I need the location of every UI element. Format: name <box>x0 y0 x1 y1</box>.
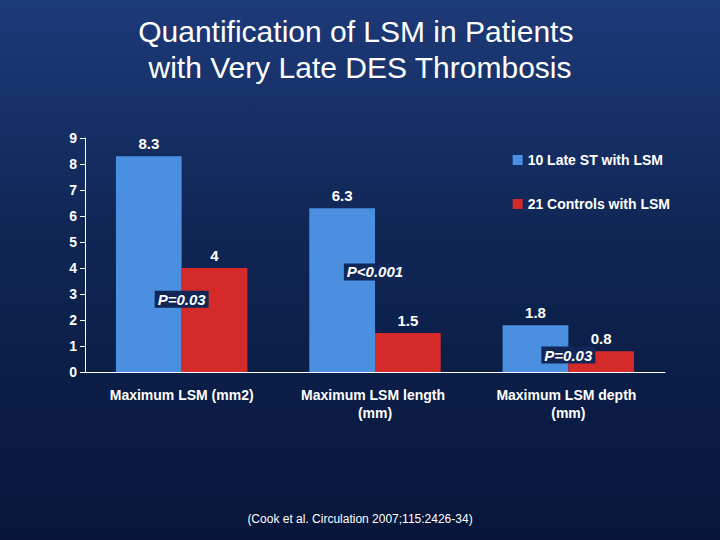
svg-text:(mm): (mm) <box>358 405 392 421</box>
svg-text:1.5: 1.5 <box>397 312 418 329</box>
svg-text:0.8: 0.8 <box>591 330 612 347</box>
svg-text:1.8: 1.8 <box>525 304 546 321</box>
svg-text:8.3: 8.3 <box>138 135 159 152</box>
svg-text:6.3: 6.3 <box>332 187 353 204</box>
svg-text:1: 1 <box>69 338 77 354</box>
svg-text:P=0.03: P=0.03 <box>158 291 207 308</box>
svg-text:(mm): (mm) <box>551 405 585 421</box>
svg-text:21 Controls with LSM: 21 Controls with LSM <box>528 196 670 212</box>
svg-text:P<0.001: P<0.001 <box>347 263 403 280</box>
svg-text:with Very Late DES Thrombosis: with Very Late DES Thrombosis <box>148 51 572 84</box>
svg-text:P=0.03: P=0.03 <box>544 347 593 364</box>
svg-text:Maximum LSM (mm2): Maximum LSM (mm2) <box>110 387 254 403</box>
svg-text:9: 9 <box>69 130 77 146</box>
svg-text:2: 2 <box>69 312 77 328</box>
svg-text:4: 4 <box>210 247 219 264</box>
svg-text:7: 7 <box>69 182 77 198</box>
svg-text:10 Late ST with LSM: 10 Late ST with LSM <box>528 152 663 168</box>
svg-text:Maximum LSM length: Maximum LSM length <box>301 387 449 403</box>
svg-text:6: 6 <box>69 208 77 224</box>
svg-text:Quantification of LSM in Patie: Quantification of LSM in Patients <box>138 15 582 48</box>
svg-text:8: 8 <box>69 156 77 172</box>
svg-text:4: 4 <box>69 260 77 276</box>
svg-text:(Cook et al. Circulation 2007;: (Cook et al. Circulation 2007;115:2426-3… <box>247 512 472 526</box>
svg-text:Maximum LSM depth: Maximum LSM depth <box>496 387 640 403</box>
svg-text:5: 5 <box>69 234 77 250</box>
svg-text:3: 3 <box>69 286 77 302</box>
svg-text:0: 0 <box>69 364 77 380</box>
